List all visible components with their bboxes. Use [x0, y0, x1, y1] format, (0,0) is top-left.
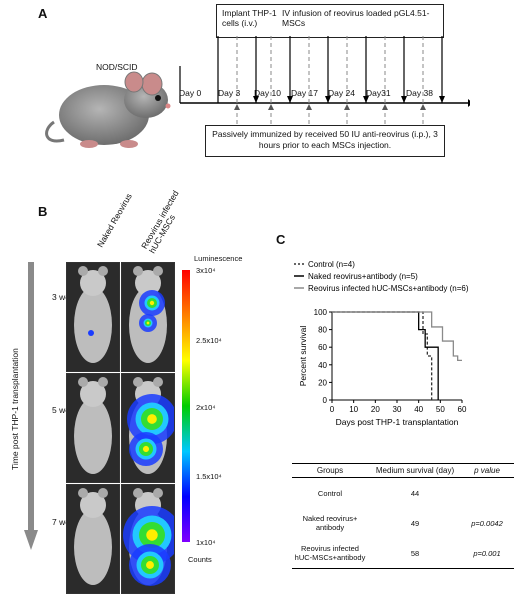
col-label-infected: Reovirus infected hUC-MSCs [139, 188, 181, 255]
survival-curve [332, 311, 439, 400]
down-arrowhead [401, 96, 407, 103]
survival-curve [332, 311, 433, 400]
timeline-day-label: Day 3 [218, 88, 241, 98]
up-arrowhead [268, 104, 274, 110]
down-arrowhead [363, 96, 369, 103]
mouse-silhouette [74, 377, 112, 474]
mouse-image-naked [66, 262, 120, 372]
survival-table: Groups Medium survival (day) p value Con… [292, 463, 514, 569]
down-arrowhead [325, 96, 331, 103]
x-tick-label: 60 [458, 405, 467, 414]
panel-b-letter: B [38, 204, 48, 219]
axes [331, 312, 462, 401]
mouse-image-infected [121, 262, 175, 372]
mouse-illustration [45, 71, 171, 148]
time-axis-label: Time post THP-1 transplantation [10, 348, 20, 470]
top-bracket-box [216, 4, 444, 38]
legend-label: Naked reovirus+antibody (n=5) [308, 272, 418, 281]
y-tick-label: 20 [318, 378, 327, 387]
x-axis-label: Days post THP-1 transplantation [336, 417, 459, 427]
down-arrowhead [439, 96, 445, 103]
cell-group: Control [317, 488, 343, 498]
cell-group: Naked reovirus+ antibody [302, 514, 358, 532]
timeline-day-label: Day 10 [254, 88, 281, 98]
colorbar-min: 1x10⁴ [196, 538, 216, 547]
table-row: Control 44 [292, 478, 512, 508]
up-arrowhead [344, 104, 350, 110]
timeline-arrowhead [468, 99, 470, 107]
header-pvalue: p value [474, 466, 500, 475]
cell-group: Reovirus infected hUC-MSCs+antibody [294, 544, 366, 562]
mouse-image-infected [121, 484, 175, 594]
down-arrowhead [253, 96, 259, 103]
colorbar-unit: Counts [188, 555, 212, 564]
colorbar-tick-15: 1.5x10⁴ [196, 472, 222, 481]
y-tick-label: 80 [318, 326, 327, 335]
y-tick-label: 40 [318, 361, 327, 370]
x-tick-label: 10 [349, 405, 358, 414]
colorbar-max: 3x10⁴ [196, 266, 216, 275]
colorbar [182, 270, 190, 542]
y-tick-label: 0 [323, 396, 328, 405]
mouse-image-naked [66, 484, 120, 594]
cell-median: 44 [410, 488, 420, 498]
cell-median: 49 [410, 518, 420, 528]
x-tick-label: 50 [436, 405, 445, 414]
col-label-naked: Naked Reovirus [95, 191, 134, 249]
mouse-image-naked [66, 373, 120, 483]
legend-label: Reovirus infected hUC-MSCs+antibody (n=6… [308, 284, 469, 293]
header-groups: Groups [316, 466, 344, 475]
mouse-image-infected [121, 373, 175, 483]
implant-label: Implant THP-1 cells (i.v.) [222, 8, 277, 28]
timeline-day-label: Day 0 [179, 88, 202, 98]
up-arrowhead [382, 104, 388, 110]
header-median: Medium survival (day) [375, 466, 455, 475]
colorbar-tick-2: 2x10⁴ [196, 403, 216, 412]
up-arrowhead [306, 104, 312, 110]
cell-pvalue: p=0.0042 [471, 518, 503, 528]
legend-label: Control (n=4) [308, 260, 355, 269]
y-axis-label: Percent survival [298, 326, 308, 387]
x-tick-label: 20 [371, 405, 380, 414]
survival-curve [332, 311, 462, 362]
timeline [179, 36, 470, 126]
cell-pvalue: p=0.001 [473, 548, 501, 558]
up-arrowhead [234, 104, 240, 110]
timeline-day-label: Day 24 [328, 88, 355, 98]
table-row: Reovirus infected hUC-MSCs+antibody 58 p=0.… [292, 538, 512, 568]
mouse-silhouette [74, 266, 112, 363]
mouse-strain-label: NOD/SCID [96, 62, 138, 72]
timeline-day-label: Day 38 [406, 88, 433, 98]
cell-median: 58 [410, 548, 420, 558]
mouse-silhouette [129, 266, 167, 363]
immunization-note: Passively immunized by received 50 IU an… [205, 125, 445, 157]
mouse-silhouette [123, 488, 174, 586]
colorbar-tick-25: 2.5x10⁴ [196, 336, 222, 345]
panel-a-letter: A [38, 6, 48, 21]
timeline-day-label: Day 17 [291, 88, 318, 98]
timeline-day-label: Day31 [366, 88, 391, 98]
time-arrow [24, 262, 38, 550]
panel-c-letter: C [276, 232, 286, 247]
mouse-silhouette [74, 488, 112, 585]
y-tick-label: 60 [318, 343, 327, 352]
up-arrowhead [420, 104, 426, 110]
colorbar-title: Luminescence [194, 254, 243, 263]
cell-pvalue [462, 478, 512, 508]
x-tick-label: 0 [330, 405, 335, 414]
down-arrowhead [287, 96, 293, 103]
infusion-label: IV infusion of reovirus loaded pGL4.51-M… [282, 8, 430, 28]
y-tick-label: 100 [314, 308, 328, 317]
table-header-row: Groups Medium survival (day) p value [292, 464, 512, 477]
x-tick-label: 40 [414, 405, 423, 414]
mouse-silhouette [127, 377, 174, 474]
table-row: Naked reovirus+ antibody 49 p=0.0042 [292, 508, 512, 538]
x-tick-label: 30 [393, 405, 402, 414]
survival-chart: Control (n=4) Naked reovirus+antibody (n=… [294, 260, 469, 427]
